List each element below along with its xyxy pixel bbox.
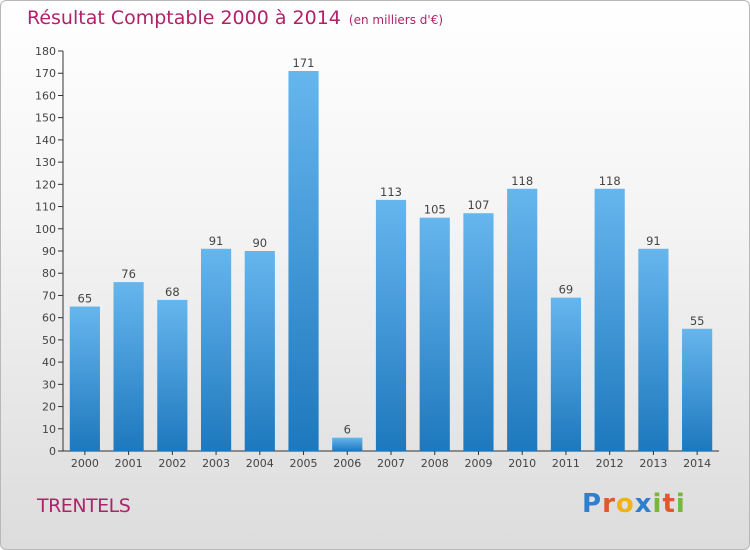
- bar-value-label: 90: [252, 236, 267, 250]
- bar-value-label: 65: [78, 292, 93, 306]
- y-tick-label: 110: [35, 201, 56, 214]
- logo-letter: x: [634, 489, 653, 519]
- y-tick-label: 130: [35, 156, 56, 169]
- logo-letter: r: [602, 489, 616, 519]
- bar-value-label: 6: [344, 423, 351, 437]
- bar: [157, 299, 188, 451]
- bar: [200, 248, 232, 451]
- y-tick-label: 60: [42, 312, 56, 325]
- chart-title: Résultat Comptable 2000 à 2014: [27, 7, 341, 29]
- y-tick-label: 170: [35, 67, 56, 80]
- x-tick-label: 2001: [115, 457, 143, 470]
- x-tick-label: 2002: [158, 457, 186, 470]
- bar: [244, 251, 275, 451]
- x-tick-label: 2008: [421, 457, 449, 470]
- y-tick-label: 40: [42, 356, 56, 369]
- y-tick-label: 160: [35, 89, 56, 102]
- bar: [419, 217, 450, 451]
- bar: [288, 71, 319, 451]
- y-tick-label: 70: [42, 289, 56, 302]
- bar: [69, 306, 100, 451]
- bars: 65 76 68 91 90 171 6 113 105 107 118 69 118 91 55: [69, 56, 713, 451]
- bar-value-label: 171: [293, 56, 315, 70]
- bar: [113, 282, 144, 451]
- bar: [375, 199, 407, 451]
- x-tick-label: 2003: [202, 457, 230, 470]
- y-tick-label: 20: [42, 401, 56, 414]
- bar-value-label: 113: [380, 185, 402, 199]
- chart-title-block: Résultat Comptable 2000 à 2014 (en millie…: [27, 7, 443, 29]
- bar: [638, 248, 669, 451]
- logo-letter: t: [662, 489, 676, 519]
- x-tick-label: 2007: [377, 457, 405, 470]
- chart-subtitle: (en milliers d'€): [348, 13, 444, 27]
- y-tick-label: 180: [35, 45, 56, 58]
- bar: [507, 188, 538, 451]
- y-tick-label: 90: [42, 245, 56, 258]
- bar-value-label: 118: [511, 174, 533, 188]
- bar-value-label: 55: [690, 314, 705, 328]
- y-tick-label: 50: [42, 334, 56, 347]
- bar-value-label: 76: [121, 267, 136, 281]
- bar: [332, 437, 363, 451]
- x-tick-label: 2013: [639, 457, 667, 470]
- x-tick-label: 2014: [683, 457, 711, 470]
- y-tick-label: 0: [49, 445, 56, 458]
- logo-letter: i: [652, 489, 663, 519]
- logo-letter: o: [615, 489, 635, 519]
- place-name: TRENTELS: [37, 495, 131, 517]
- bar: [463, 213, 494, 451]
- proxiti-logo[interactable]: Proxiti: [582, 489, 686, 519]
- x-tick-label: 2011: [552, 457, 580, 470]
- y-tick-label: 10: [42, 423, 56, 436]
- y-tick-label: 150: [35, 112, 56, 125]
- logo-letter: P: [582, 489, 603, 519]
- x-tick-label: 2010: [508, 457, 536, 470]
- bar: [550, 297, 582, 451]
- bar-value-label: 105: [424, 203, 446, 217]
- bar-value-label: 107: [467, 198, 489, 212]
- y-tick-label: 80: [42, 267, 56, 280]
- y-tick-label: 140: [35, 134, 56, 147]
- logo-letter: i: [675, 489, 686, 519]
- y-tick-label: 30: [42, 378, 56, 391]
- bar-value-label: 91: [646, 234, 661, 248]
- y-tick-label: 100: [35, 223, 56, 236]
- bar-value-label: 69: [559, 283, 574, 297]
- bar: [594, 188, 625, 451]
- x-tick-label: 2006: [333, 457, 361, 470]
- bar-value-label: 118: [599, 174, 621, 188]
- x-tick-label: 2004: [246, 457, 274, 470]
- bar-value-label: 68: [165, 285, 180, 299]
- x-tick-label: 2000: [71, 457, 99, 470]
- bar-value-label: 91: [209, 234, 224, 248]
- bar: [682, 328, 713, 451]
- y-tick-label: 120: [35, 178, 56, 191]
- x-tick-label: 2012: [596, 457, 624, 470]
- x-tick-label: 2009: [464, 457, 492, 470]
- x-tick-label: 2005: [290, 457, 318, 470]
